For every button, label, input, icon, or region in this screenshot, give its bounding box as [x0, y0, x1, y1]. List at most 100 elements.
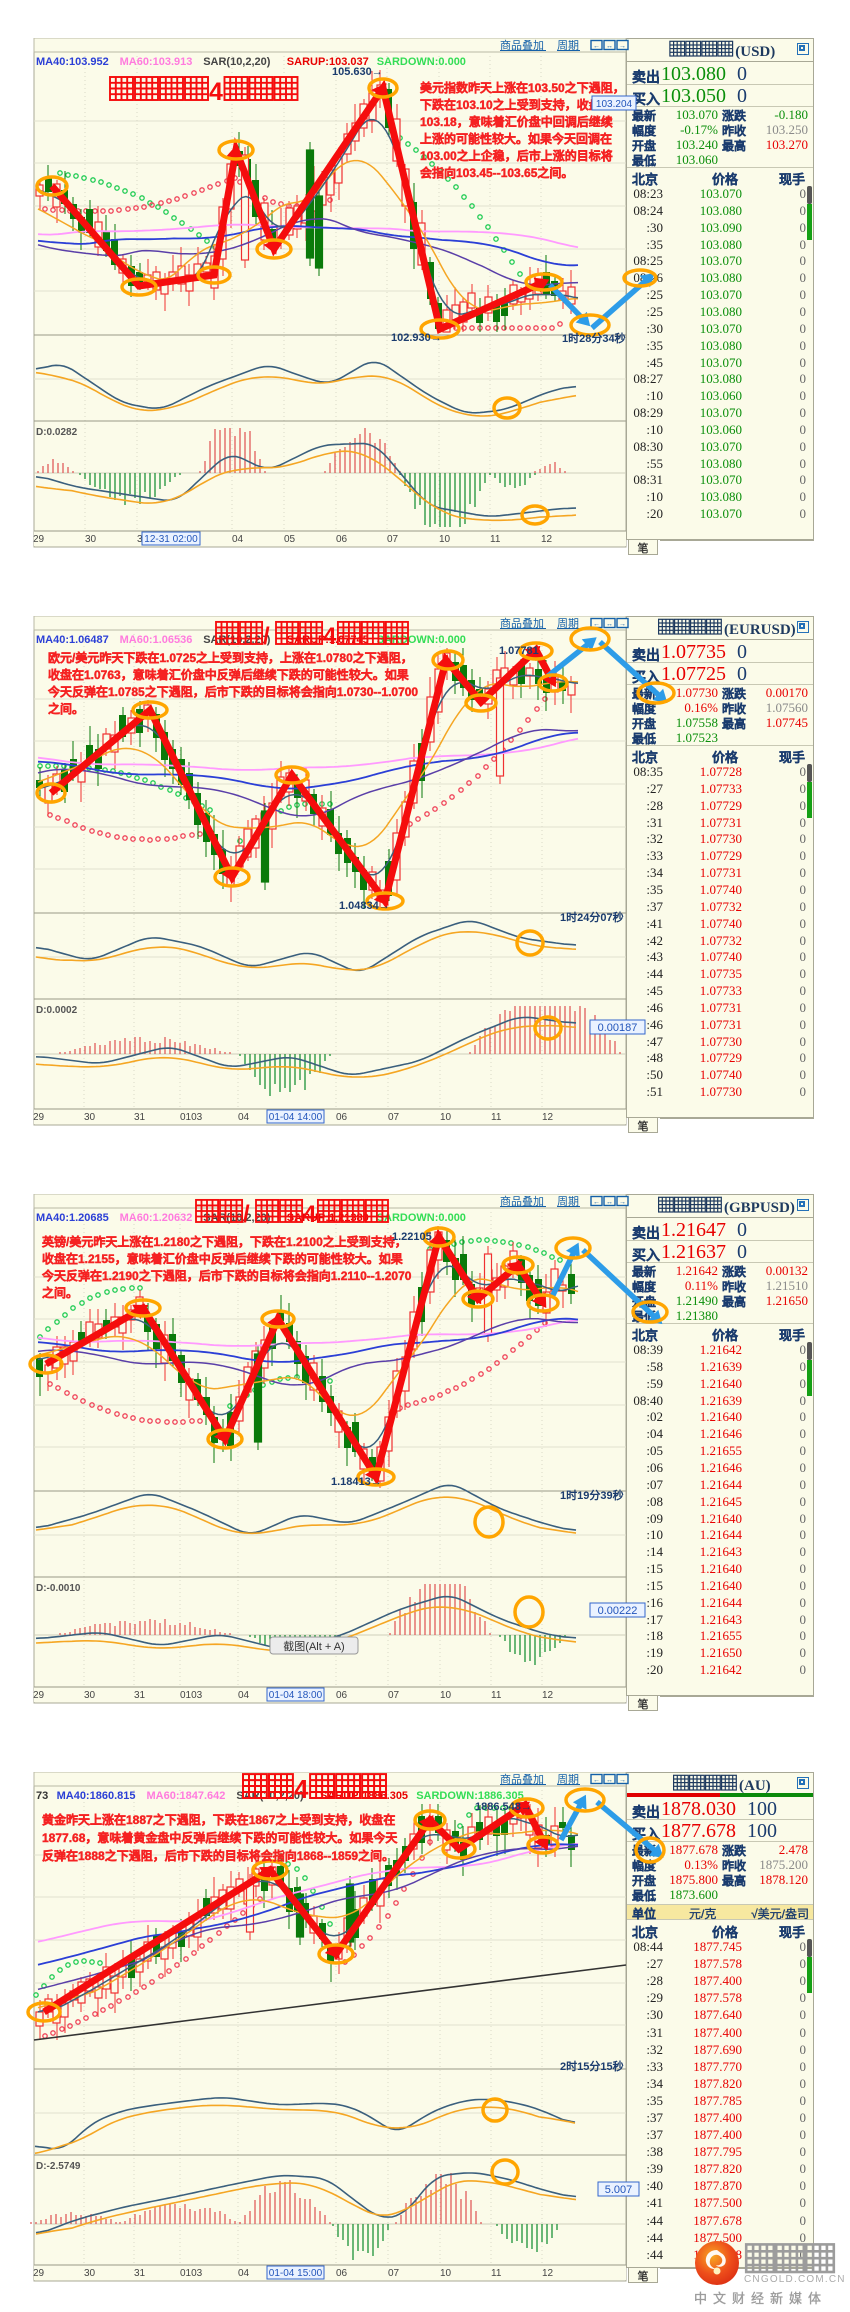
svg-text:今天反弹在1.0785之下遇阻，后市下跌的目标将会指向1.0: 今天反弹在1.0785之下遇阻，后市下跌的目标将会指向1.0730--1.070…: [47, 684, 418, 699]
svg-text:07: 07: [387, 534, 399, 545]
svg-text:0103: 0103: [180, 1112, 203, 1123]
svg-text:73: 73: [36, 1790, 48, 1802]
svg-text:→: →: [619, 621, 626, 628]
svg-text:29: 29: [33, 534, 45, 545]
svg-text:4: 4: [323, 623, 337, 650]
svg-text:欧元/美元昨天下跌在1.0725之上受到支持，上涨在1.07: 欧元/美元昨天下跌在1.0725之上受到支持，上涨在1.0780之下遇阻，: [48, 650, 413, 665]
svg-text:11: 11: [491, 1112, 502, 1123]
svg-text:31: 31: [134, 2268, 146, 2279]
svg-text:11: 11: [490, 534, 501, 545]
svg-text:31: 31: [134, 1112, 146, 1123]
svg-text:30: 30: [84, 1690, 96, 1701]
svg-text:0.00187: 0.00187: [598, 1022, 638, 1034]
svg-text:(USD): (USD): [735, 44, 775, 60]
svg-text:0103: 0103: [180, 2268, 203, 2279]
svg-text:SARDOWN:0.000: SARDOWN:0.000: [377, 56, 466, 68]
svg-text:07: 07: [388, 1112, 400, 1123]
svg-text:30: 30: [84, 2268, 96, 2279]
svg-text:1.07781: 1.07781: [499, 645, 539, 657]
svg-text:←: ←: [593, 43, 600, 50]
svg-text:04: 04: [232, 534, 244, 545]
svg-text:29: 29: [33, 2268, 45, 2279]
svg-text:1时28分34秒: 1时28分34秒: [562, 331, 626, 345]
svg-text:04: 04: [238, 2268, 250, 2279]
svg-text:(AU): (AU): [739, 1778, 771, 1794]
svg-text:05: 05: [284, 534, 296, 545]
svg-text:06: 06: [336, 1112, 348, 1123]
svg-text:12-31 02:00: 12-31 02:00: [144, 534, 198, 545]
svg-text:商品叠加: 商品叠加: [500, 616, 544, 630]
svg-text:07: 07: [388, 1690, 400, 1701]
svg-text:上涨的可能性较大。如果今天回调在: 上涨的可能性较大。如果今天回调在: [420, 131, 612, 146]
svg-text:04: 04: [238, 1690, 250, 1701]
svg-text:12: 12: [541, 534, 553, 545]
svg-text:截图(Alt + A): 截图(Alt + A): [283, 1639, 344, 1653]
svg-text:D:-0.0010: D:-0.0010: [36, 1583, 81, 1594]
svg-text:周期: 周期: [557, 617, 579, 630]
svg-text:06: 06: [336, 534, 348, 545]
svg-text:商品叠加: 商品叠加: [500, 38, 544, 52]
svg-text:之间。: 之间。: [42, 1285, 78, 1300]
svg-text:←: ←: [593, 621, 600, 628]
svg-text:29: 29: [33, 1112, 45, 1123]
svg-text:30: 30: [85, 534, 97, 545]
svg-text:→: →: [619, 1199, 626, 1206]
svg-text:11: 11: [491, 2268, 502, 2279]
svg-text:3: 3: [137, 534, 143, 545]
svg-text:↔: ↔: [606, 1777, 613, 1784]
svg-text:收盘在1.0763，意味着汇价盘中反弹后继续下跌的可能性较大: 收盘在1.0763，意味着汇价盘中反弹后继续下跌的可能性较大。如果: [48, 667, 409, 682]
svg-text:105.630→: 105.630→: [332, 66, 383, 78]
svg-text:12: 12: [542, 1690, 554, 1701]
svg-text:103.204: 103.204: [596, 99, 633, 110]
svg-text:收盘在1.2155，意味着汇价盘中反弹后继续下跌的可能性较大: 收盘在1.2155，意味着汇价盘中反弹后继续下跌的可能性较大。如果: [42, 1251, 403, 1266]
svg-text:1.22105: 1.22105: [392, 1231, 432, 1243]
svg-text:04: 04: [238, 1112, 250, 1123]
svg-text:商品叠加: 商品叠加: [500, 1194, 544, 1208]
svg-text:SAR(10,2,20): SAR(10,2,20): [203, 634, 271, 646]
svg-text:1时24分07秒: 1时24分07秒: [560, 910, 624, 924]
svg-text:07: 07: [388, 2268, 400, 2279]
svg-text:12: 12: [542, 1112, 554, 1123]
svg-text:06: 06: [336, 1690, 348, 1701]
svg-text:↔: ↔: [606, 43, 613, 50]
svg-text:SARDOWN:0.000: SARDOWN:0.000: [377, 634, 466, 646]
svg-text:0103: 0103: [180, 1690, 203, 1701]
svg-text:英镑/美元昨天上涨在1.2180之下遇阻，下跌在1.2100: 英镑/美元昨天上涨在1.2180之下遇阻，下跌在1.2100之上受到支持，: [42, 1234, 407, 1249]
svg-text:黄金昨天上涨在1887之下遇阻，下跌在1867之上受到支持，: 黄金昨天上涨在1887之下遇阻，下跌在1867之上受到支持，收盘在: [42, 1812, 395, 1827]
svg-text:MA60:103.913: MA60:103.913: [120, 56, 193, 68]
svg-text:01-04 15:00: 01-04 15:00: [269, 2268, 323, 2279]
svg-text:(GBPUSD): (GBPUSD): [724, 1200, 795, 1216]
svg-text:1.18413→: 1.18413→: [331, 1476, 382, 1488]
svg-text:10: 10: [440, 2268, 452, 2279]
svg-text:1877.68，意味着黄金盘中反弹后继续下跌的可能性较大。如: 1877.68，意味着黄金盘中反弹后继续下跌的可能性较大。如果今天: [42, 1830, 398, 1845]
svg-text:SARDOWN:1886.305: SARDOWN:1886.305: [416, 1790, 524, 1802]
svg-text:1886.548→: 1886.548→: [475, 1801, 532, 1813]
svg-text:SARDOWN:0.000: SARDOWN:0.000: [377, 1212, 466, 1224]
svg-text:4: 4: [209, 78, 223, 106]
svg-text:下跌在103.10之上受到支持，收盘在: 下跌在103.10之上受到支持，收盘在: [420, 97, 613, 112]
svg-text:1时19分39秒: 1时19分39秒: [560, 1488, 624, 1502]
svg-text:↔: ↔: [606, 1199, 613, 1206]
svg-text:之间。: 之间。: [48, 701, 84, 716]
svg-text:5.007: 5.007: [605, 2184, 633, 2196]
svg-text:10: 10: [440, 1112, 452, 1123]
svg-text:→: →: [619, 1777, 626, 1784]
svg-text:今天反弹在1.2190之下遇阻，后市下跌的目标将会指向1.2: 今天反弹在1.2190之下遇阻，后市下跌的目标将会指向1.2110--1.207…: [41, 1268, 412, 1283]
svg-text:MA40:1.20685: MA40:1.20685: [36, 1212, 109, 1224]
svg-text:/: /: [243, 1201, 250, 1228]
svg-text:周期: 周期: [557, 1195, 579, 1208]
svg-text:MA60:1.20632: MA60:1.20632: [120, 1212, 193, 1224]
svg-text:美元指数昨天上涨在103.50之下遇阻，: 美元指数昨天上涨在103.50之下遇阻，: [420, 80, 625, 95]
svg-text:0.00222: 0.00222: [598, 1605, 638, 1617]
svg-text:103.18，意味着汇价盘中回调后继续: 103.18，意味着汇价盘中回调后继续: [420, 114, 613, 129]
svg-text:周期: 周期: [557, 39, 579, 52]
svg-text:←: ←: [593, 1199, 600, 1206]
svg-text:(EURUSD): (EURUSD): [724, 622, 796, 638]
svg-text:←: ←: [593, 1777, 600, 1784]
svg-text:4: 4: [294, 1774, 309, 1804]
svg-text:102.930→: 102.930→: [391, 332, 442, 344]
svg-text:103.00之上企稳，后市上涨的目标将: 103.00之上企稳，后市上涨的目标将: [420, 148, 613, 163]
svg-text:11: 11: [491, 1690, 502, 1701]
svg-text:MA40:1860.815: MA40:1860.815: [57, 1790, 136, 1802]
svg-text:/: /: [263, 623, 270, 650]
